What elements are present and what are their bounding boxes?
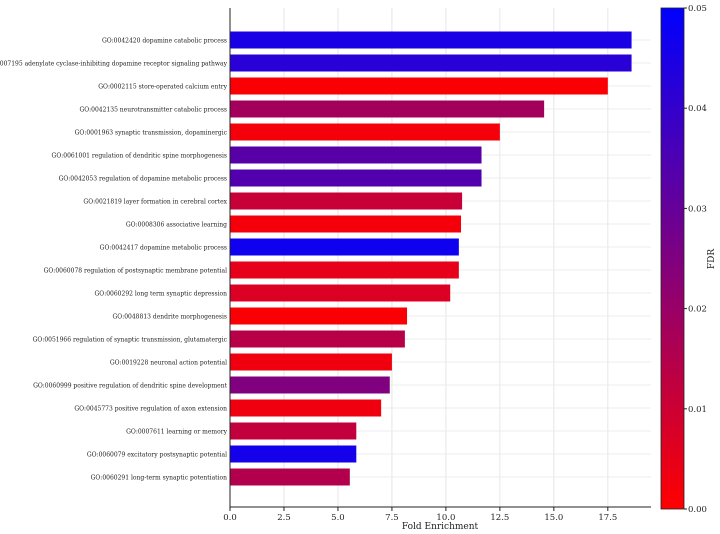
bar [230, 238, 459, 256]
bar [230, 445, 357, 463]
x-tick-label: 10.0 [436, 513, 455, 523]
colorbar-gradient-bar [660, 7, 685, 510]
category-label: GO:0060292 long term synaptic depression [95, 291, 228, 298]
colorbar-tick-label: 0.03 [688, 204, 707, 214]
bar [230, 31, 632, 49]
x-tick-label: 15.0 [544, 513, 563, 523]
category-label: GO:0019228 neuronal action potential [110, 360, 227, 367]
category-label: GO:0021819 layer formation in cerebral c… [83, 199, 227, 206]
category-label: GO:0061001 regulation of dendritic spine… [52, 153, 227, 160]
category-label: GO:0002115 store-operated calcium entry [98, 84, 227, 91]
category-label: GO:0042053 regulation of dopamine metabo… [59, 176, 227, 183]
category-label: GO:0060999 positive regulation of dendri… [33, 383, 228, 390]
colorbar: 0.00 0.01 0.02 0.03 0.04 0.05 [660, 4, 707, 515]
category-label: GO:0042135 neurotransmitter catabolic pr… [79, 107, 227, 114]
x-tick-label: 7.5 [385, 513, 399, 523]
category-label: GO:0045773 positive regulation of axon e… [74, 406, 227, 413]
category-label: GO:0060078 regulation of postsynaptic me… [44, 268, 227, 275]
category-label: GO:0007195 adenylate cyclase-inhibiting … [0, 61, 228, 68]
bar [230, 284, 451, 302]
bar [230, 261, 459, 279]
category-label: GO:0042417 dopamine metabolic process [100, 245, 227, 252]
x-tick-label: 0.0 [223, 513, 237, 523]
colorbar-tick-label: 0.05 [688, 4, 707, 14]
category-label: GO:0060079 excitatory postsynaptic poten… [87, 452, 227, 459]
colorbar-label: FDR [707, 249, 717, 269]
colorbar-tick-label: 0.04 [688, 104, 707, 114]
category-label: GO:0007611 learning or memory [126, 429, 227, 436]
colorbar-tick-label: 0.01 [688, 405, 707, 415]
x-axis-label: Fold Enrichment [402, 522, 479, 532]
colorbar-tick-label: 0.02 [688, 305, 707, 315]
colorbar-tick-label: 0.00 [688, 505, 707, 515]
category-label: GO:0008306 associative learning [126, 222, 227, 229]
bar [230, 123, 500, 141]
x-tick-label: 12.5 [490, 513, 509, 523]
category-label: GO:0042420 dopamine catabolic process [102, 38, 227, 45]
bar [230, 100, 545, 118]
bar [230, 468, 350, 486]
bar [230, 169, 482, 187]
category-label: GO:0060291 long-term synaptic potentiati… [91, 475, 228, 482]
x-tick-label: 2.5 [277, 513, 291, 523]
x-tick-label: 5.0 [331, 513, 345, 523]
axis-layer: GO:0042420 dopamine catabolic process GO:… [0, 8, 651, 523]
category-label: GO:0048813 dendrite morphogenesis [113, 314, 228, 321]
x-tick-label: 17.5 [598, 513, 617, 523]
bar [230, 54, 632, 72]
bar [230, 307, 408, 325]
bar [230, 376, 390, 394]
category-label: GO:0001963 synaptic transmission, dopami… [75, 130, 228, 137]
bar-layer [230, 31, 632, 486]
bar [230, 399, 382, 417]
bar [230, 330, 405, 348]
category-label: GO:0051966 regulation of synaptic transm… [33, 337, 228, 344]
bar [230, 77, 608, 95]
bar [230, 353, 392, 371]
bar [230, 422, 357, 440]
bar [230, 192, 463, 210]
bar [230, 146, 482, 164]
bar [230, 215, 462, 233]
